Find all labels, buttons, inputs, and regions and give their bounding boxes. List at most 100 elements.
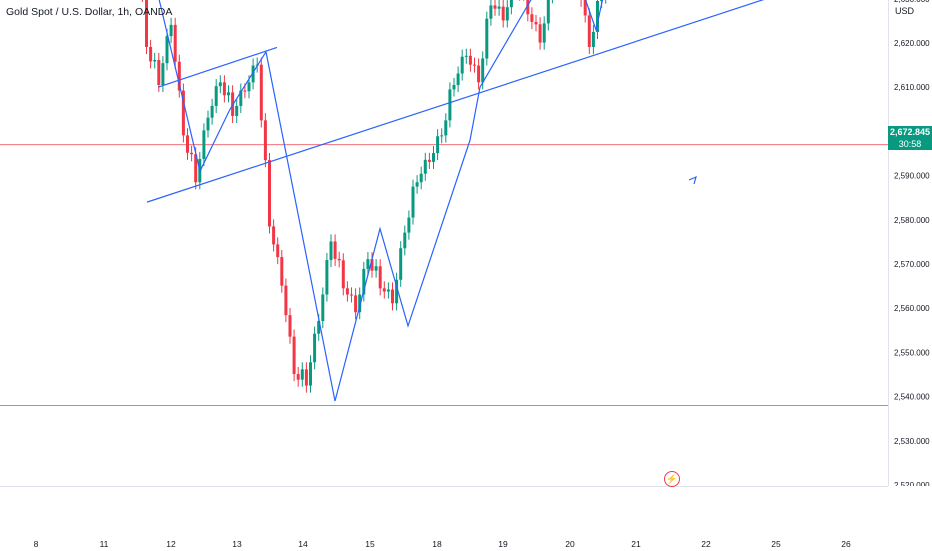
y-tick-label: 2,520.000	[894, 481, 930, 486]
candle-body	[210, 105, 214, 118]
candle-body	[530, 14, 534, 22]
chart-title: Gold Spot / U.S. Dollar, 1h, OANDA	[6, 6, 173, 18]
candle-body	[218, 82, 222, 87]
currency-label[interactable]: USD	[895, 6, 915, 16]
candle-body	[317, 321, 321, 334]
candle-body	[583, 0, 587, 16]
candle-body	[427, 159, 431, 162]
x-tick-label: 14	[298, 539, 308, 549]
candle-body	[325, 260, 329, 295]
candle-body	[222, 82, 226, 96]
last-price-tag: 2,672.845 30:58	[888, 126, 932, 150]
candle-body	[403, 232, 407, 249]
candle-body	[345, 288, 349, 295]
candle-body	[145, 0, 148, 47]
candle-body	[448, 89, 452, 121]
candle-body	[251, 65, 255, 83]
candle-body	[186, 135, 189, 153]
price-chart[interactable]	[0, 0, 888, 486]
candle-body	[419, 173, 423, 183]
candle-body	[206, 117, 210, 131]
candle-body	[415, 182, 419, 187]
candle-body	[596, 1, 599, 32]
y-tick-label: 2,610.000	[894, 83, 930, 92]
candle-body	[259, 64, 263, 121]
candle-body	[358, 294, 362, 313]
candle-body	[181, 90, 185, 136]
x-tick-label: 13	[232, 539, 242, 549]
candle-body	[157, 59, 161, 85]
candle-body	[546, 0, 550, 24]
candle-body	[243, 90, 247, 92]
x-tick-label: 18	[432, 539, 442, 549]
candle-body	[169, 24, 173, 37]
y-tick-label: 2,560.000	[894, 304, 930, 313]
zigzag-line	[158, 0, 604, 402]
candle-body	[235, 105, 239, 116]
candle-body	[509, 0, 513, 8]
candle-body	[591, 31, 595, 47]
candle-body	[350, 294, 353, 296]
y-tick-label: 2,590.000	[894, 172, 930, 181]
lightning-icon[interactable]: ⚡	[664, 471, 680, 487]
candle-body	[374, 266, 378, 271]
y-tick-label: 2,580.000	[894, 216, 930, 225]
y-tick-label: 2,570.000	[894, 260, 930, 269]
time-scale[interactable]: 8 11 12 13 14 15 18 19 20 21 22 25 26	[0, 486, 888, 551]
candle-body	[272, 226, 276, 245]
candle-body	[456, 73, 460, 85]
candle-body	[432, 153, 435, 162]
candle-body	[489, 5, 493, 19]
candle-body	[304, 369, 308, 386]
candle-body	[284, 285, 288, 316]
x-tick-label: 20	[565, 539, 575, 549]
x-tick-label: 12	[166, 539, 176, 549]
x-tick-label: 21	[631, 539, 641, 549]
candle-body	[444, 120, 448, 136]
x-tick-label: 8	[34, 539, 39, 549]
candle-body	[386, 289, 390, 292]
candle-body	[280, 257, 284, 286]
candle-body	[321, 294, 325, 322]
candle-body	[587, 15, 591, 47]
candle-body	[460, 56, 464, 74]
candle-body	[190, 152, 194, 155]
candle-body	[333, 241, 337, 259]
channel-line	[146, 0, 765, 203]
candle-body	[263, 120, 267, 161]
candle-body	[411, 186, 415, 218]
last-price-value: 2,672.845	[889, 127, 931, 137]
candle-body	[493, 5, 497, 9]
candle-body	[501, 6, 505, 21]
candle-body	[538, 24, 542, 43]
candle-body	[292, 336, 296, 375]
candle-body	[309, 362, 312, 386]
candle-body	[165, 36, 169, 64]
candle-body	[473, 64, 476, 66]
candle-body	[214, 86, 218, 106]
candle-body	[468, 55, 472, 65]
candle-body	[382, 288, 386, 292]
candle-body	[395, 279, 399, 304]
candle-body	[407, 217, 411, 233]
candle-body	[329, 241, 333, 261]
candle-body	[227, 92, 230, 96]
candle-body	[542, 23, 546, 43]
candle-body	[370, 259, 374, 271]
y-tick-label: 2,630.000	[894, 0, 930, 4]
candle-body	[526, 0, 530, 15]
bar-countdown: 30:58	[898, 139, 922, 149]
x-tick-label: 11	[100, 539, 109, 549]
price-scale[interactable]: 2,520.000 2,530.000 2,540.000 2,550.000 2,56…	[888, 0, 932, 486]
candle-body	[378, 266, 382, 289]
y-tick-label: 2,540.000	[894, 393, 930, 402]
y-tick-label: 2,530.000	[894, 437, 930, 446]
x-tick-label: 19	[498, 539, 508, 549]
candle-body	[300, 369, 304, 380]
candle-body	[464, 55, 468, 57]
candle-body	[239, 90, 243, 106]
candle-body	[600, 0, 604, 2]
candle-body	[391, 289, 394, 304]
x-tick-label: 25	[771, 539, 781, 549]
